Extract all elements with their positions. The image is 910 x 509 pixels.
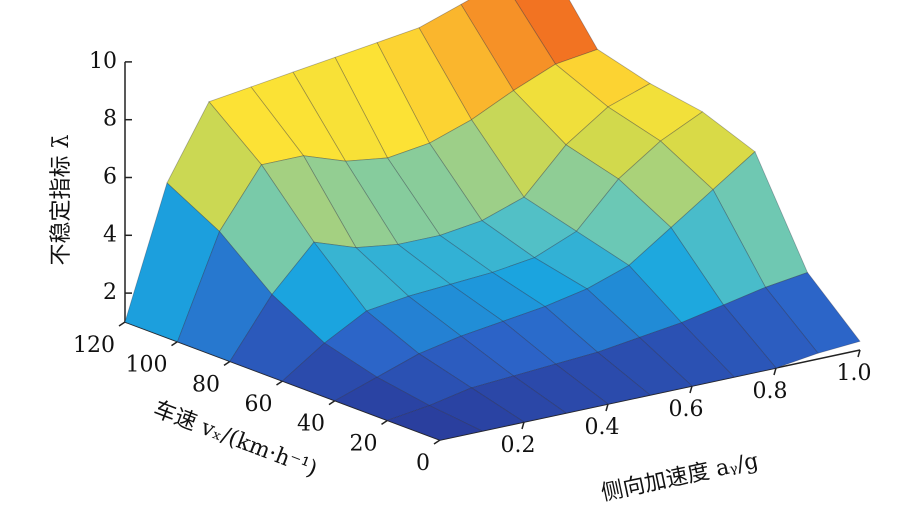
y-tick-label: 40 [297, 412, 325, 437]
x-tick [605, 403, 609, 412]
surface-patch [281, 342, 378, 402]
surface-patch [544, 288, 641, 353]
x-tick [689, 385, 693, 394]
z-tick-label: 6 [103, 165, 117, 190]
surface-patch [176, 230, 273, 362]
y-tick-label: 20 [350, 431, 378, 456]
y-tick-label: 120 [73, 333, 115, 358]
surface-patch [512, 363, 609, 414]
y-tick [118, 321, 126, 327]
x-tick-label: 0.6 [669, 397, 704, 422]
surface-patch [502, 306, 599, 365]
y-axis-label: 车速 vₓ/(km·h⁻¹) [150, 397, 321, 482]
surface-patch [365, 295, 462, 355]
y-tick [328, 400, 336, 406]
y-tick-label: 60 [245, 392, 273, 417]
surface-patch [514, 0, 599, 65]
y-tick [223, 360, 231, 366]
z-tick-label: 10 [89, 49, 117, 74]
y-tick-label: 80 [192, 372, 220, 397]
y-tick-label: 0 [416, 451, 430, 476]
surface-patch [428, 387, 526, 432]
z-tick-label: 8 [103, 107, 117, 132]
x-tick-label: 1.0 [837, 361, 872, 386]
x-tick [773, 367, 777, 376]
x-tick-label: 0.4 [585, 415, 620, 440]
x-tick-label: 0.8 [753, 379, 788, 404]
z-axis-label: 不稳定指标 λ̄ [49, 134, 74, 265]
x-axis-label: 侧向加速度 aᵧ/g [599, 449, 761, 507]
y-tick [433, 439, 441, 445]
surface-patch [386, 405, 484, 441]
y-tick [276, 380, 283, 386]
y-tick-label: 100 [126, 353, 168, 378]
x-tick-label: 0.2 [501, 433, 536, 458]
z-tick-label: 2 [103, 280, 117, 305]
y-tick [381, 419, 388, 425]
surface-patch [596, 336, 693, 396]
x-tick [521, 421, 525, 430]
z-tick-label: 4 [103, 222, 117, 247]
surface-patch [481, 196, 578, 259]
x-tick [857, 349, 861, 358]
y-tick [171, 341, 178, 347]
